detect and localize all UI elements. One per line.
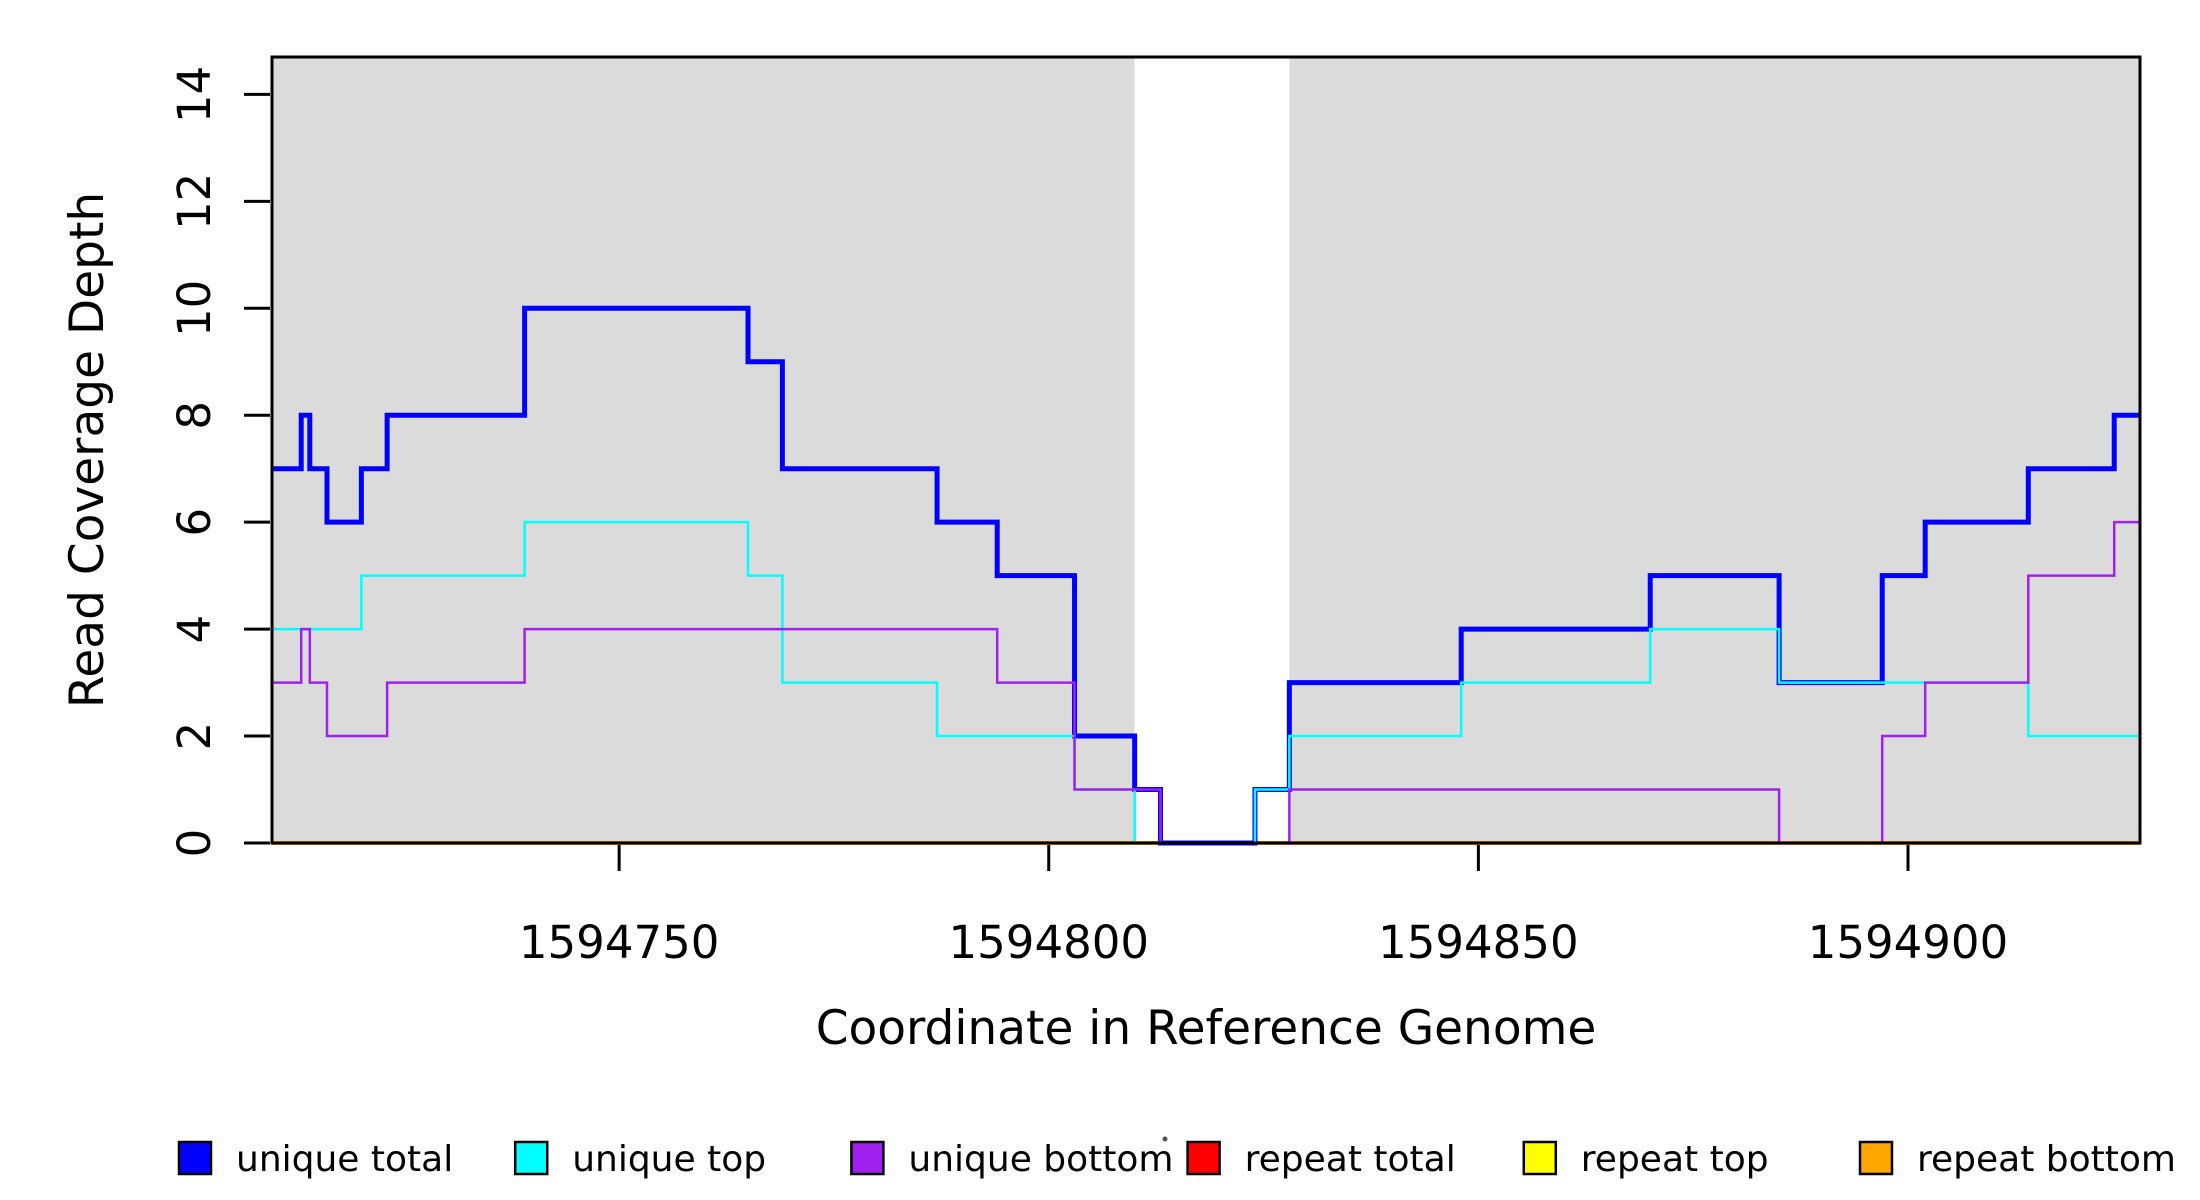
y-tick-label: 0 xyxy=(168,829,221,858)
legend-label: unique bottom xyxy=(908,1139,1173,1180)
stray-dot-artifact xyxy=(1162,1136,1168,1142)
legend-item-unique-top: unique top xyxy=(513,1139,766,1180)
y-tick-label: 6 xyxy=(168,508,221,537)
x-axis: 1594750 1594800 1594850 1594900 xyxy=(519,845,2008,969)
legend-label: repeat total xyxy=(1245,1139,1456,1180)
legend-swatch-repeat-top xyxy=(1522,1140,1558,1176)
y-tick-label: 8 xyxy=(168,401,221,430)
legend: unique total unique top unique bottom repea… xyxy=(177,1139,2176,1180)
y-tick-label: 12 xyxy=(168,173,221,230)
legend-swatch-unique-total xyxy=(177,1140,213,1176)
y-tick-label: 4 xyxy=(168,615,221,644)
y-axis-title: Read Coverage Depth xyxy=(60,192,115,708)
y-tick-label: 10 xyxy=(168,280,221,337)
x-tick-label: 1594750 xyxy=(519,916,719,969)
legend-item-repeat-total: repeat total xyxy=(1186,1139,1456,1180)
legend-swatch-repeat-bottom xyxy=(1858,1140,1894,1176)
legend-item-repeat-bottom: repeat bottom xyxy=(1858,1139,2176,1180)
legend-label: repeat bottom xyxy=(1917,1139,2176,1180)
legend-label: repeat top xyxy=(1581,1139,1769,1180)
x-tick-label: 1594850 xyxy=(1378,916,1578,969)
series-unique-total-line xyxy=(272,305,2140,846)
x-tick-label: 1594800 xyxy=(949,916,1149,969)
series-unique-bottom-line xyxy=(272,520,2140,845)
x-axis-title: Coordinate in Reference Genome xyxy=(816,1001,1597,1056)
x-tick-label: 1594900 xyxy=(1808,916,2008,969)
legend-swatch-unique-top xyxy=(513,1140,549,1176)
legend-swatch-repeat-total xyxy=(1186,1140,1221,1176)
shaded-region-left xyxy=(272,57,1135,843)
legend-swatch-unique-bottom xyxy=(850,1140,885,1176)
legend-label: unique total xyxy=(236,1139,453,1180)
series-unique-top-line xyxy=(272,520,2140,845)
legend-item-unique-total: unique total xyxy=(177,1139,453,1180)
legend-label: unique top xyxy=(572,1139,766,1180)
legend-item-repeat-top: repeat top xyxy=(1522,1139,1769,1180)
shaded-region-right xyxy=(1289,57,2140,843)
y-axis: 0 2 4 6 8 10 12 14 xyxy=(168,66,270,858)
y-tick-label: 14 xyxy=(168,66,221,123)
y-tick-label: 2 xyxy=(168,722,221,751)
shaded-regions-layer xyxy=(272,57,2140,843)
legend-item-unique-bottom: unique bottom xyxy=(850,1139,1174,1180)
plot-border xyxy=(270,55,2142,845)
